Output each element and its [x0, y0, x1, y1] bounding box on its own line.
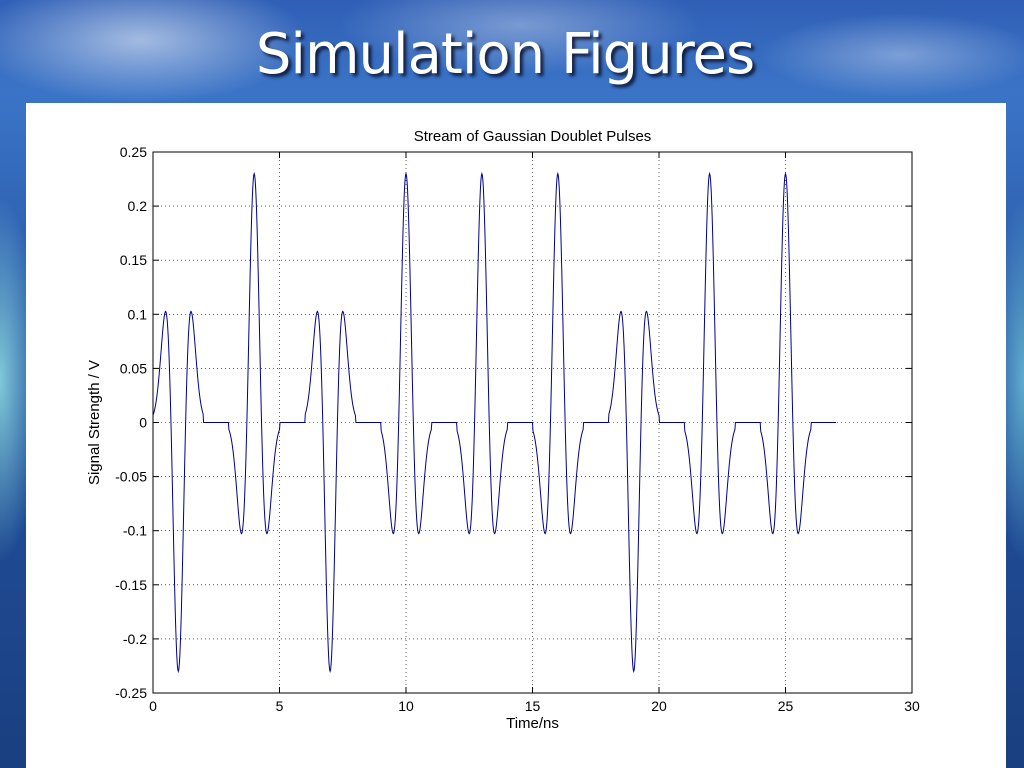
x-tick-label: 30	[904, 698, 920, 714]
figure-panel: 0 5 10 15 20 25 30 0.25 0.2 0.15 0.1 0.05 0 -0.05 -0.1…	[26, 103, 1006, 768]
y-axis-label: Signal Strength / V	[86, 360, 103, 485]
series-line	[152, 171, 837, 674]
y-tick-label: 0.15	[120, 252, 147, 268]
line-chart: 0 5 10 15 20 25 30 0.25 0.2 0.15 0.1 0.05 0 -0.05 -0.1…	[86, 128, 920, 732]
x-tick-label: 0	[149, 698, 157, 714]
x-tick-label: 5	[276, 698, 284, 714]
y-tick-label: 0	[139, 415, 147, 431]
grid-lines	[153, 152, 912, 693]
axis-ticks: 0 5 10 15 20 25 30 0.25 0.2 0.15 0.1 0.05 0 -0.05 -0.1…	[115, 144, 920, 714]
x-tick-label: 10	[398, 698, 414, 714]
y-tick-label: 0.25	[120, 144, 147, 160]
x-axis-label: Time/ns	[506, 715, 559, 732]
slide-title: Simulation Figures	[255, 22, 755, 87]
y-tick-label: -0.1	[123, 523, 147, 539]
y-tick-label: 0.2	[128, 198, 148, 214]
chart-title: Stream of Gaussian Doublet Pulses	[414, 128, 652, 145]
y-tick-label: -0.05	[115, 469, 147, 485]
x-tick-label: 15	[525, 698, 541, 714]
y-tick-label: -0.25	[115, 685, 147, 701]
x-tick-label: 20	[651, 698, 667, 714]
y-tick-label: 0.05	[120, 360, 147, 376]
x-tick-label: 25	[778, 698, 794, 714]
y-tick-label: -0.2	[123, 631, 147, 647]
y-tick-label: 0.1	[128, 306, 148, 322]
series-layer	[152, 171, 837, 674]
y-tick-label: -0.15	[115, 577, 147, 593]
